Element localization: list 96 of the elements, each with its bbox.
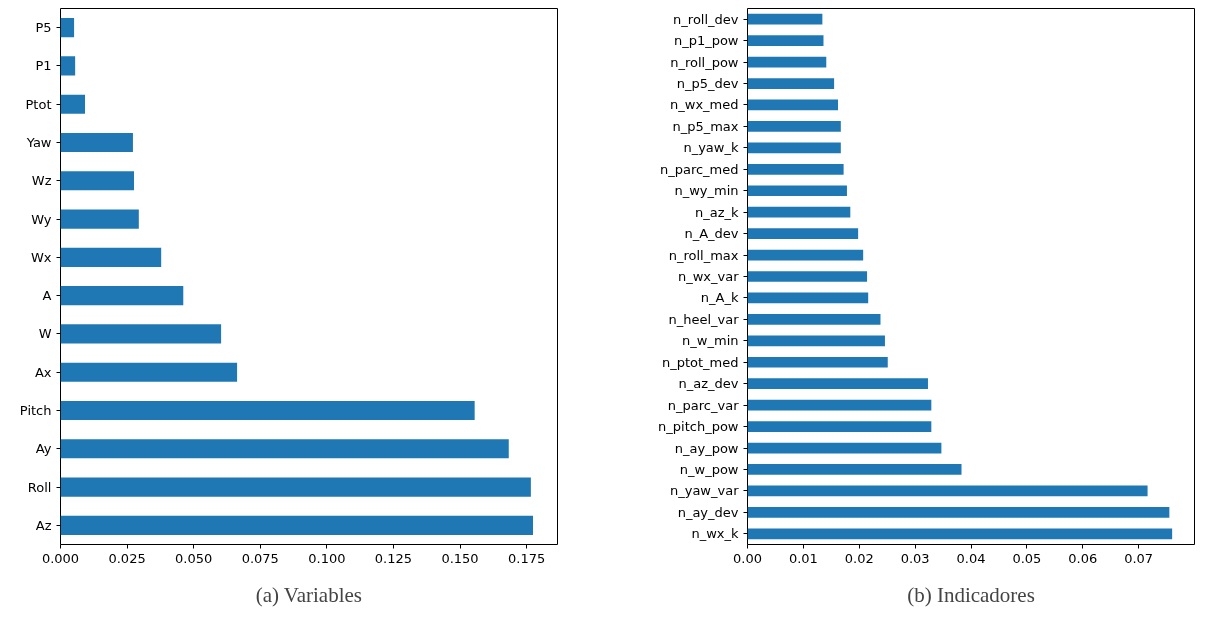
bar [60,324,222,344]
y-tick-label: Ptot [25,96,52,112]
x-tick-label: 0.06 [1068,550,1098,566]
y-tick-label: n_roll_max [668,247,739,263]
bar [747,464,962,475]
y-tick-label: Wy [31,211,52,227]
bar [60,247,162,267]
y-tick-label: Az [35,517,52,533]
bar [747,249,864,261]
y-tick-label: n_ay_dev [677,504,739,520]
x-tick-label: 0.150 [441,550,479,566]
y-tick-label: n_az_dev [678,376,739,392]
y-tick-label: n_heel_var [668,311,740,327]
text: (a) Variables [255,582,362,607]
bar [747,399,932,411]
bar [747,121,841,132]
bar [747,506,1170,518]
y-tick-label: P5 [35,20,52,36]
bar [60,209,139,229]
bar [747,78,835,89]
bar [747,142,841,154]
x-tick-label: 0.100 [308,550,346,566]
bar [747,314,881,325]
bar [60,171,135,191]
bar [747,185,847,197]
bar [60,362,238,382]
bar [60,439,509,459]
x-tick-label: 0.025 [108,550,146,566]
x-tick-label: 0.01 [788,550,818,566]
bar [747,206,851,218]
bar [747,292,869,304]
y-tick-label: W [38,326,52,342]
bar [747,356,888,368]
y-tick-label: P1 [35,58,52,74]
bar [747,528,1173,540]
x-tick-label: 0.03 [900,550,930,566]
y-tick-label: n_A_k [700,290,739,306]
y-tick-label: n_wy_min [674,183,739,199]
x-tick-label: 0.04 [956,550,986,566]
y-tick-label: Yaw [25,135,52,150]
y-tick-label: A [42,288,52,304]
bar [60,94,85,114]
x-tick-label: 0.075 [241,550,279,566]
y-tick-label: n_p1_pow [673,33,739,49]
y-tick-label: n_w_pow [679,461,739,477]
bar [747,56,827,68]
y-tick-label: n_wx_k [691,526,739,542]
y-tick-label: Wx [30,249,52,265]
y-tick-label: Ay [35,441,52,457]
bar [60,477,531,497]
y-tick-label: n_az_k [694,204,739,220]
y-tick-label: n_A_dev [684,226,739,242]
bar [60,18,75,38]
y-tick-label: n_wx_var [677,269,740,284]
y-tick-label: n_ay_pow [674,440,739,456]
bar [747,335,885,347]
bar [747,442,942,454]
bar [747,99,839,111]
y-tick-label: n_parc_med [659,161,739,177]
bar [747,271,868,282]
x-tick-label: 0.07 [1124,550,1154,566]
y-tick-label: n_parc_var [667,397,740,413]
y-tick-label: n_pitch_pow [658,419,739,435]
bar [747,421,932,432]
y-tick-label: n_wx_med [670,97,739,113]
x-tick-label: 0.000 [41,550,80,566]
text: (b) Indicadores [907,582,1035,607]
x-tick-label: 0.125 [374,550,413,566]
x-tick-label: 0.02 [844,550,874,566]
bar [747,378,928,390]
y-tick-label: n_p5_dev [676,76,739,92]
y-tick-label: Wz [31,173,52,189]
bar [747,13,823,25]
y-tick-label: n_ptot_med [661,354,739,370]
y-tick-label: n_yaw_k [683,140,739,156]
x-tick-label: 0.175 [508,550,546,566]
y-tick-label: n_p5_max [672,118,739,134]
bar [60,286,184,306]
y-tick-label: n_roll_pow [670,54,739,70]
bar [747,35,824,47]
bar [60,515,533,535]
y-tick-label: n_yaw_var [669,483,740,499]
bar [747,163,844,175]
bar [60,132,133,153]
bar [60,400,475,421]
y-tick-label: Pitch [19,403,52,418]
y-tick-label: n_w_min [682,333,739,349]
y-tick-label: Roll [27,479,52,495]
x-tick-label: 0.05 [1012,550,1042,566]
bar [747,485,1148,497]
x-tick-label: 0.050 [175,550,213,566]
x-tick-label: 0.00 [733,550,762,566]
y-tick-label: n_roll_dev [673,11,739,27]
bar [747,228,859,239]
y-tick-label: Ax [34,364,52,380]
bar [60,56,76,76]
